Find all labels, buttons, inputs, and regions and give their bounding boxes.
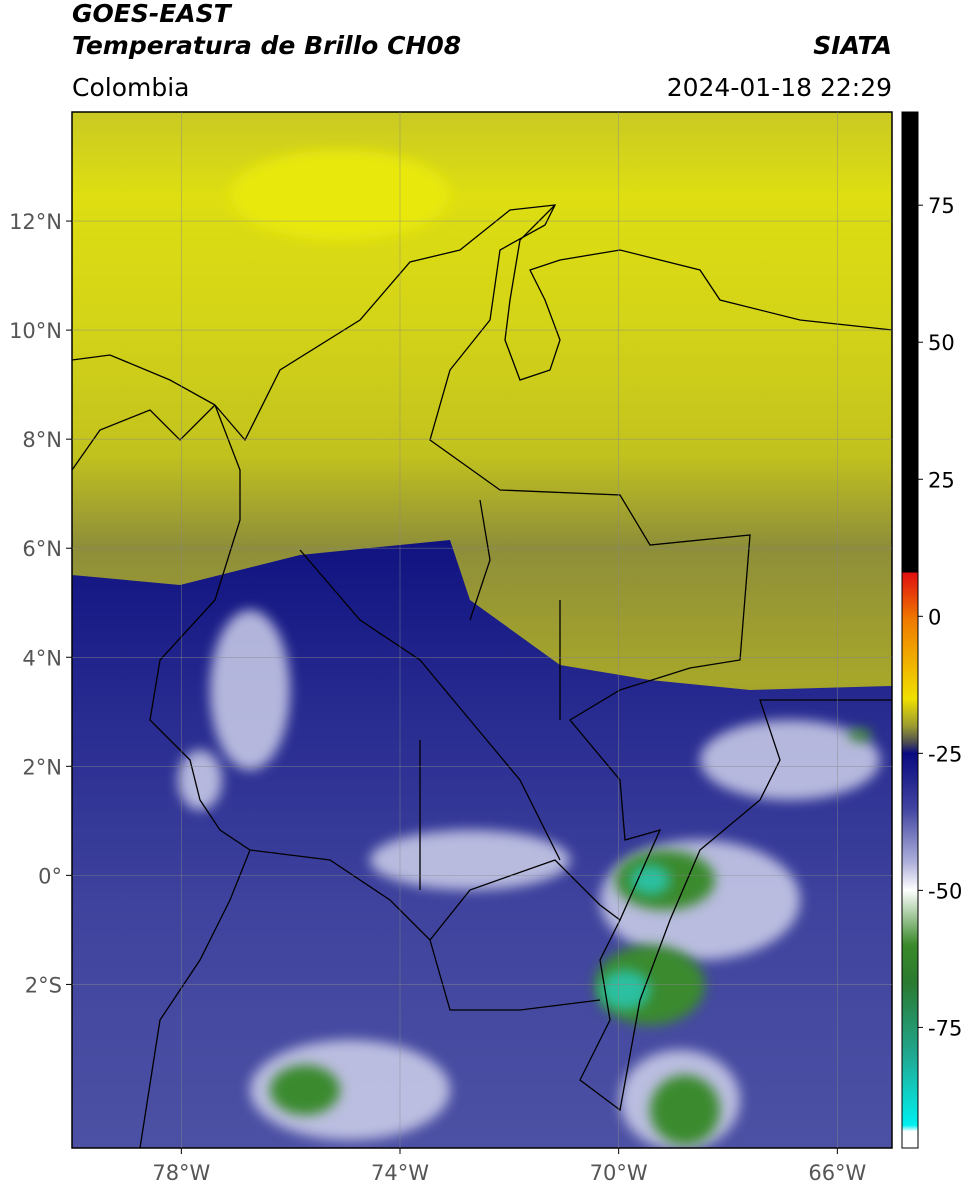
subtitle: Temperatura de Brillo CH08 <box>72 31 461 60</box>
colorbar-tick-label: -25 <box>928 742 962 766</box>
colorbar-tick-label: -50 <box>928 879 962 903</box>
colorbar-tick-label: -75 <box>928 1016 962 1040</box>
y-tick-label: 0° <box>38 864 62 888</box>
colorbar <box>901 111 919 1149</box>
y-tick-label: 12°N <box>9 210 62 234</box>
y-tick-label: 10°N <box>9 319 62 343</box>
x-tick-label: 74°W <box>371 1161 429 1185</box>
satellite-image <box>72 112 892 1148</box>
y-tick-label: 8°N <box>22 428 62 452</box>
y-tick-label: 2°S <box>25 973 62 997</box>
y-tick-label: 2°N <box>22 755 62 779</box>
x-tick-label: 78°W <box>152 1161 210 1185</box>
y-tick-label: 4°N <box>22 646 62 670</box>
colorbar-tick-label: 50 <box>928 331 955 355</box>
colorbar-tick-label: 25 <box>928 468 955 492</box>
x-tick-label: 66°W <box>808 1161 866 1185</box>
map-frame <box>71 111 893 1149</box>
colorbar-tick-label: 0 <box>928 605 941 629</box>
source: SIATA <box>813 31 892 60</box>
region: Colombia <box>72 73 189 102</box>
colorbar-tick-label: 75 <box>928 194 955 218</box>
y-tick-label: 6°N <box>22 537 62 561</box>
title: GOES-EAST <box>72 0 233 28</box>
x-tick-label: 70°W <box>590 1161 648 1185</box>
datetime: 2024-01-18 22:29 <box>667 73 892 102</box>
